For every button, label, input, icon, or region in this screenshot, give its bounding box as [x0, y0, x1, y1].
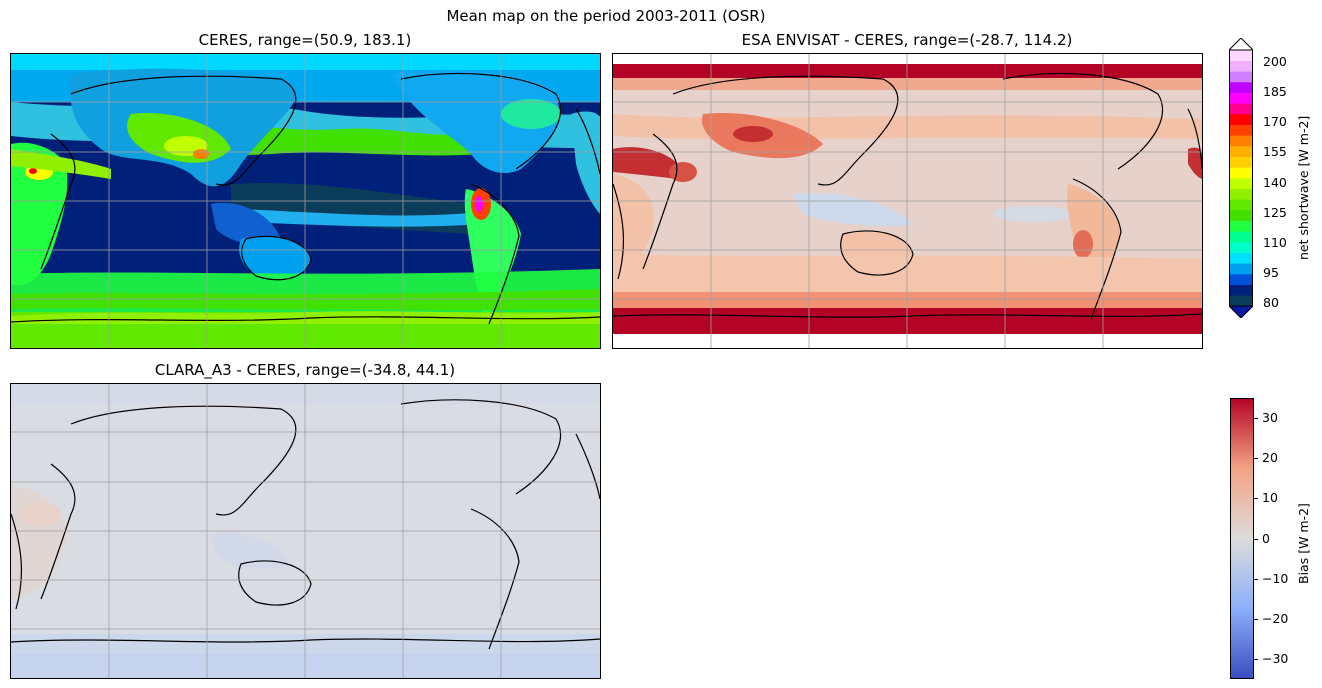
colorbar-bias [1230, 398, 1254, 679]
colorbar-tick-mark [1254, 538, 1258, 540]
colorbar-block [1229, 295, 1253, 307]
map-envisat-bias [612, 53, 1203, 349]
colorbar-block [1229, 60, 1253, 72]
colorbar-tick-label: 140 [1263, 174, 1287, 190]
colorbar-net-shortwave [1227, 37, 1255, 319]
colorbar-block [1229, 114, 1253, 125]
panel-title-clara: CLARA_A3 - CERES, range=(-34.8, 44.1) [154, 361, 456, 379]
map-clara-bias [10, 383, 601, 679]
figure-title: Mean map on the period 2003-2011 (OSR) [446, 7, 766, 25]
colorbar-tick-mark [1254, 418, 1258, 420]
colorbar-block [1229, 92, 1253, 104]
colorbar-tick-label: 95 [1263, 264, 1279, 280]
colorbar-block [1229, 220, 1253, 232]
colorbar-tick-label: 155 [1263, 144, 1287, 160]
colorbar-block [1229, 146, 1253, 157]
panel-title-ceres: CERES, range=(50.9, 183.1) [198, 31, 412, 49]
colorbar-tick-label: 170 [1263, 114, 1287, 130]
map-ceres [10, 53, 601, 349]
colorbar-tick-label: 125 [1263, 204, 1287, 220]
colorbar-tick-mark [1254, 658, 1258, 660]
colorbar-block [1229, 284, 1253, 296]
colorbar-block [1229, 210, 1253, 221]
colorbar-block [1229, 135, 1253, 147]
colorbar-net-shortwave-label: net shortwave [W m-2] [1296, 115, 1311, 260]
colorbar-tick-mark [1254, 498, 1258, 500]
colorbar-block [1229, 178, 1253, 189]
colorbar-bias-label: Bias [W m-2] [1296, 503, 1311, 584]
colorbar-block [1229, 263, 1253, 275]
colorbar-block [1229, 71, 1253, 83]
colorbar-block [1229, 124, 1253, 136]
colorbar-tick-label: −30 [1262, 650, 1289, 666]
colorbar-tick-label: −10 [1262, 570, 1289, 586]
colorbar-tick-label: 0 [1262, 530, 1270, 546]
colorbar-tick-label: −20 [1262, 610, 1289, 626]
colorbar-block [1229, 252, 1253, 264]
colorbar-block [1229, 274, 1253, 285]
colorbar-block [1229, 103, 1253, 115]
panel-title-envisat: ESA ENVISAT - CERES, range=(-28.7, 114.2… [741, 31, 1073, 49]
colorbar-block [1229, 231, 1253, 243]
colorbar-block [1229, 50, 1253, 61]
colorbar-tick-label: 10 [1262, 490, 1278, 506]
colorbar-block [1229, 199, 1253, 211]
colorbar-block [1229, 242, 1253, 253]
colorbar-tick-label: 30 [1262, 410, 1278, 426]
colorbar-block [1229, 167, 1253, 179]
colorbar-tick-label: 80 [1263, 295, 1279, 310]
colorbar-block [1229, 82, 1253, 93]
colorbar-block [1229, 156, 1253, 168]
colorbar-tick-mark [1254, 618, 1258, 620]
colorbar-tick-label: 20 [1262, 450, 1278, 466]
colorbar-block [1229, 188, 1253, 200]
colorbar-tick-mark [1254, 578, 1258, 580]
colorbar-tick-label: 185 [1263, 84, 1287, 100]
colorbar-tick-mark [1254, 458, 1258, 460]
colorbar-tick-label: 200 [1263, 54, 1287, 69]
colorbar-tick-label: 110 [1263, 234, 1287, 250]
